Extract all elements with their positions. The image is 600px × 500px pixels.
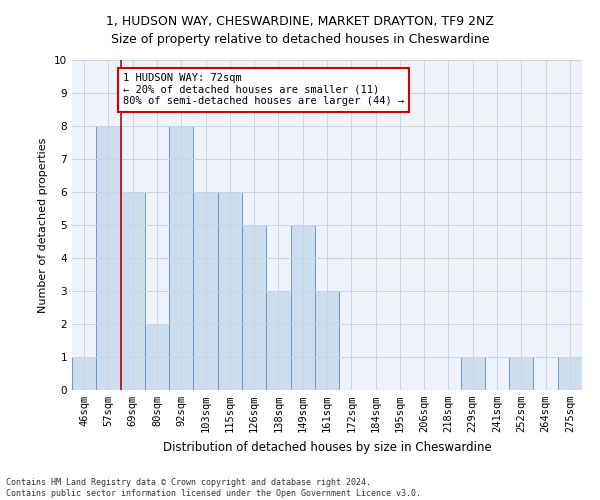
X-axis label: Distribution of detached houses by size in Cheswardine: Distribution of detached houses by size …: [163, 440, 491, 454]
Bar: [461, 357, 485, 390]
Text: 1 HUDSON WAY: 72sqm
← 20% of detached houses are smaller (11)
80% of semi-detach: 1 HUDSON WAY: 72sqm ← 20% of detached ho…: [123, 73, 404, 106]
Bar: [169, 126, 193, 390]
Text: Size of property relative to detached houses in Cheswardine: Size of property relative to detached ho…: [111, 32, 489, 46]
Text: Contains HM Land Registry data © Crown copyright and database right 2024.
Contai: Contains HM Land Registry data © Crown c…: [6, 478, 421, 498]
Bar: [218, 192, 242, 390]
Bar: [72, 357, 96, 390]
Bar: [266, 291, 290, 390]
Bar: [96, 126, 121, 390]
Text: 1, HUDSON WAY, CHESWARDINE, MARKET DRAYTON, TF9 2NZ: 1, HUDSON WAY, CHESWARDINE, MARKET DRAYT…: [106, 15, 494, 28]
Bar: [558, 357, 582, 390]
Y-axis label: Number of detached properties: Number of detached properties: [38, 138, 49, 312]
Bar: [242, 225, 266, 390]
Bar: [193, 192, 218, 390]
Bar: [145, 324, 169, 390]
Bar: [315, 291, 339, 390]
Bar: [121, 192, 145, 390]
Bar: [509, 357, 533, 390]
Bar: [290, 225, 315, 390]
